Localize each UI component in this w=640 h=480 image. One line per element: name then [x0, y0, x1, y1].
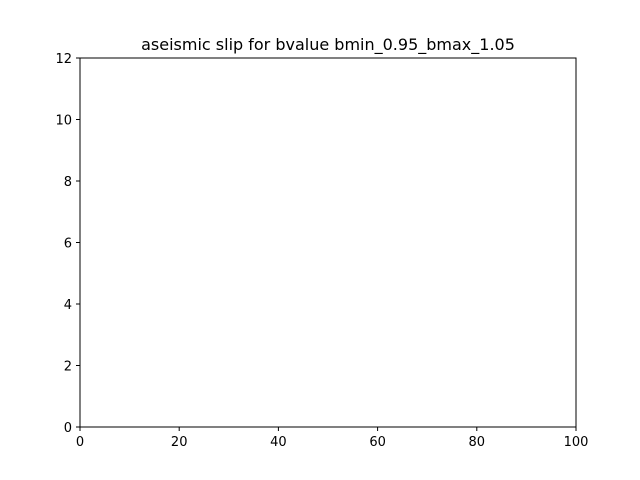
- y-tick-label: 0: [64, 421, 72, 436]
- x-tick-label: 100: [564, 435, 589, 450]
- y-tick-label: 6: [64, 237, 72, 252]
- x-tick-label: 20: [171, 435, 188, 450]
- y-tick-label: 12: [55, 52, 72, 67]
- chart-title: aseismic slip for bvalue bmin_0.95_bmax_…: [141, 35, 515, 55]
- y-tick-label: 4: [64, 298, 72, 313]
- x-axis: 0 20 40 60 80 100: [76, 427, 589, 450]
- x-tick-label: 60: [369, 435, 386, 450]
- y-tick-label: 2: [64, 360, 72, 375]
- x-tick-label: 0: [76, 435, 84, 450]
- y-tick-label: 10: [55, 114, 72, 129]
- y-tick-label: 8: [64, 175, 72, 190]
- y-axis: 0 2 4 6 8 10 12: [55, 52, 80, 436]
- x-tick-label: 40: [270, 435, 287, 450]
- x-tick-label: 80: [469, 435, 486, 450]
